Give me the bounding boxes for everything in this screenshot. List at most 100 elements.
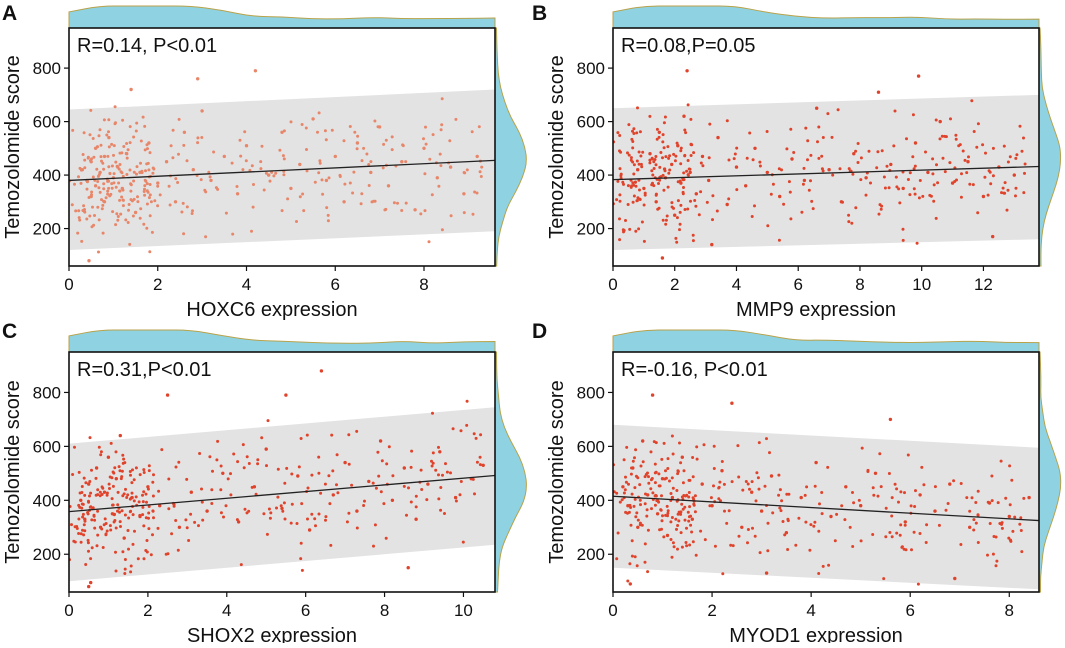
scatter-point xyxy=(219,488,223,492)
scatter-point xyxy=(981,143,985,147)
scatter-point xyxy=(981,194,986,199)
scatter-point xyxy=(734,165,739,169)
scatter-point xyxy=(664,218,668,222)
scatter-point xyxy=(300,568,304,572)
scatter-point xyxy=(347,511,351,515)
scatter-point xyxy=(1018,522,1022,526)
scatter-point xyxy=(260,144,264,148)
scatter-point xyxy=(127,208,130,212)
y-tick-label: 400 xyxy=(33,491,61,510)
scatter-point xyxy=(700,154,705,159)
scatter-point xyxy=(640,220,644,224)
scatter-point xyxy=(99,453,103,457)
scatter-point xyxy=(462,211,466,215)
scatter-point xyxy=(434,468,438,472)
scatter-point xyxy=(687,519,691,523)
scatter-point xyxy=(250,229,253,233)
scatter-point xyxy=(355,147,359,151)
scatter-point xyxy=(820,167,824,171)
scatter-point xyxy=(214,186,218,190)
scatter-point xyxy=(847,220,851,224)
scatter-point xyxy=(251,205,255,209)
scatter-point xyxy=(107,135,111,140)
scatter-point xyxy=(751,158,755,162)
scatter-point xyxy=(1005,208,1009,212)
scatter-point xyxy=(650,169,654,173)
x-tick-label: 4 xyxy=(222,601,231,620)
scatter-point xyxy=(87,259,91,263)
scatter-point xyxy=(91,175,95,179)
scatter-point xyxy=(901,227,905,231)
scatter-point xyxy=(659,151,663,154)
y-tick-label: 600 xyxy=(33,437,61,456)
scatter-point xyxy=(77,216,81,220)
y-tick-label: 800 xyxy=(577,383,605,402)
scatter-point xyxy=(660,519,664,523)
scatter-point xyxy=(71,473,75,476)
scatter-point xyxy=(878,203,882,207)
scatter-point xyxy=(729,543,733,547)
scatter-point xyxy=(654,200,658,204)
scatter-point xyxy=(647,475,650,479)
scatter-point xyxy=(243,130,247,134)
scatter-point xyxy=(89,580,93,585)
scatter-point xyxy=(96,205,100,209)
scatter-point xyxy=(102,154,107,159)
scatter-point xyxy=(632,172,636,176)
scatter-point xyxy=(839,200,844,204)
scatter-point xyxy=(196,141,200,145)
scatter-point xyxy=(675,527,678,531)
scatter-point xyxy=(689,523,693,527)
x-tick-label: 2 xyxy=(707,601,716,620)
scatter-point xyxy=(882,175,886,179)
scatter-point xyxy=(710,242,714,247)
scatter-point xyxy=(864,176,868,180)
scatter-point xyxy=(311,117,315,121)
scatter-point xyxy=(860,446,864,450)
scatter-point xyxy=(925,523,929,527)
scatter-point xyxy=(643,502,647,506)
scatter-point xyxy=(813,520,817,524)
scatter-point xyxy=(991,234,995,239)
scatter-point xyxy=(639,162,643,166)
scatter-point xyxy=(105,133,109,137)
scatter-point xyxy=(245,455,249,459)
scatter-point xyxy=(926,170,930,175)
scatter-point xyxy=(222,154,226,159)
scatter-point xyxy=(156,204,160,208)
scatter-point xyxy=(682,469,686,473)
scatter-point xyxy=(871,533,875,536)
regression-line xyxy=(613,165,1039,181)
scatter-point xyxy=(679,512,683,516)
scatter-point xyxy=(711,194,715,198)
scatter-point xyxy=(319,491,323,495)
scatter-point xyxy=(144,169,147,173)
scatter-point xyxy=(632,163,636,167)
scatter-point xyxy=(984,151,987,155)
scatter-point xyxy=(816,140,819,144)
scatter-point xyxy=(661,218,665,222)
scatter-point xyxy=(635,159,639,163)
scatter-point xyxy=(145,539,149,542)
scatter-point xyxy=(80,168,85,172)
y-tick-label: 200 xyxy=(33,220,61,239)
scatter-point xyxy=(683,208,687,211)
scatter-point xyxy=(963,158,967,162)
scatter-point xyxy=(897,187,901,191)
scatter-point xyxy=(110,182,114,186)
scatter-point xyxy=(852,152,856,156)
scatter-point xyxy=(654,155,658,158)
scatter-point xyxy=(77,532,81,535)
scatter-point xyxy=(306,486,310,490)
scatter-point xyxy=(93,214,96,217)
scatter-point xyxy=(355,141,360,145)
scatter-point xyxy=(438,152,442,156)
scatter-point xyxy=(144,179,148,183)
scatter-point xyxy=(890,535,894,539)
scatter-point xyxy=(141,513,145,517)
scatter-point xyxy=(83,208,86,211)
scatter-point xyxy=(316,130,319,134)
scatter-point xyxy=(1000,526,1004,530)
scatter-point xyxy=(107,482,111,486)
